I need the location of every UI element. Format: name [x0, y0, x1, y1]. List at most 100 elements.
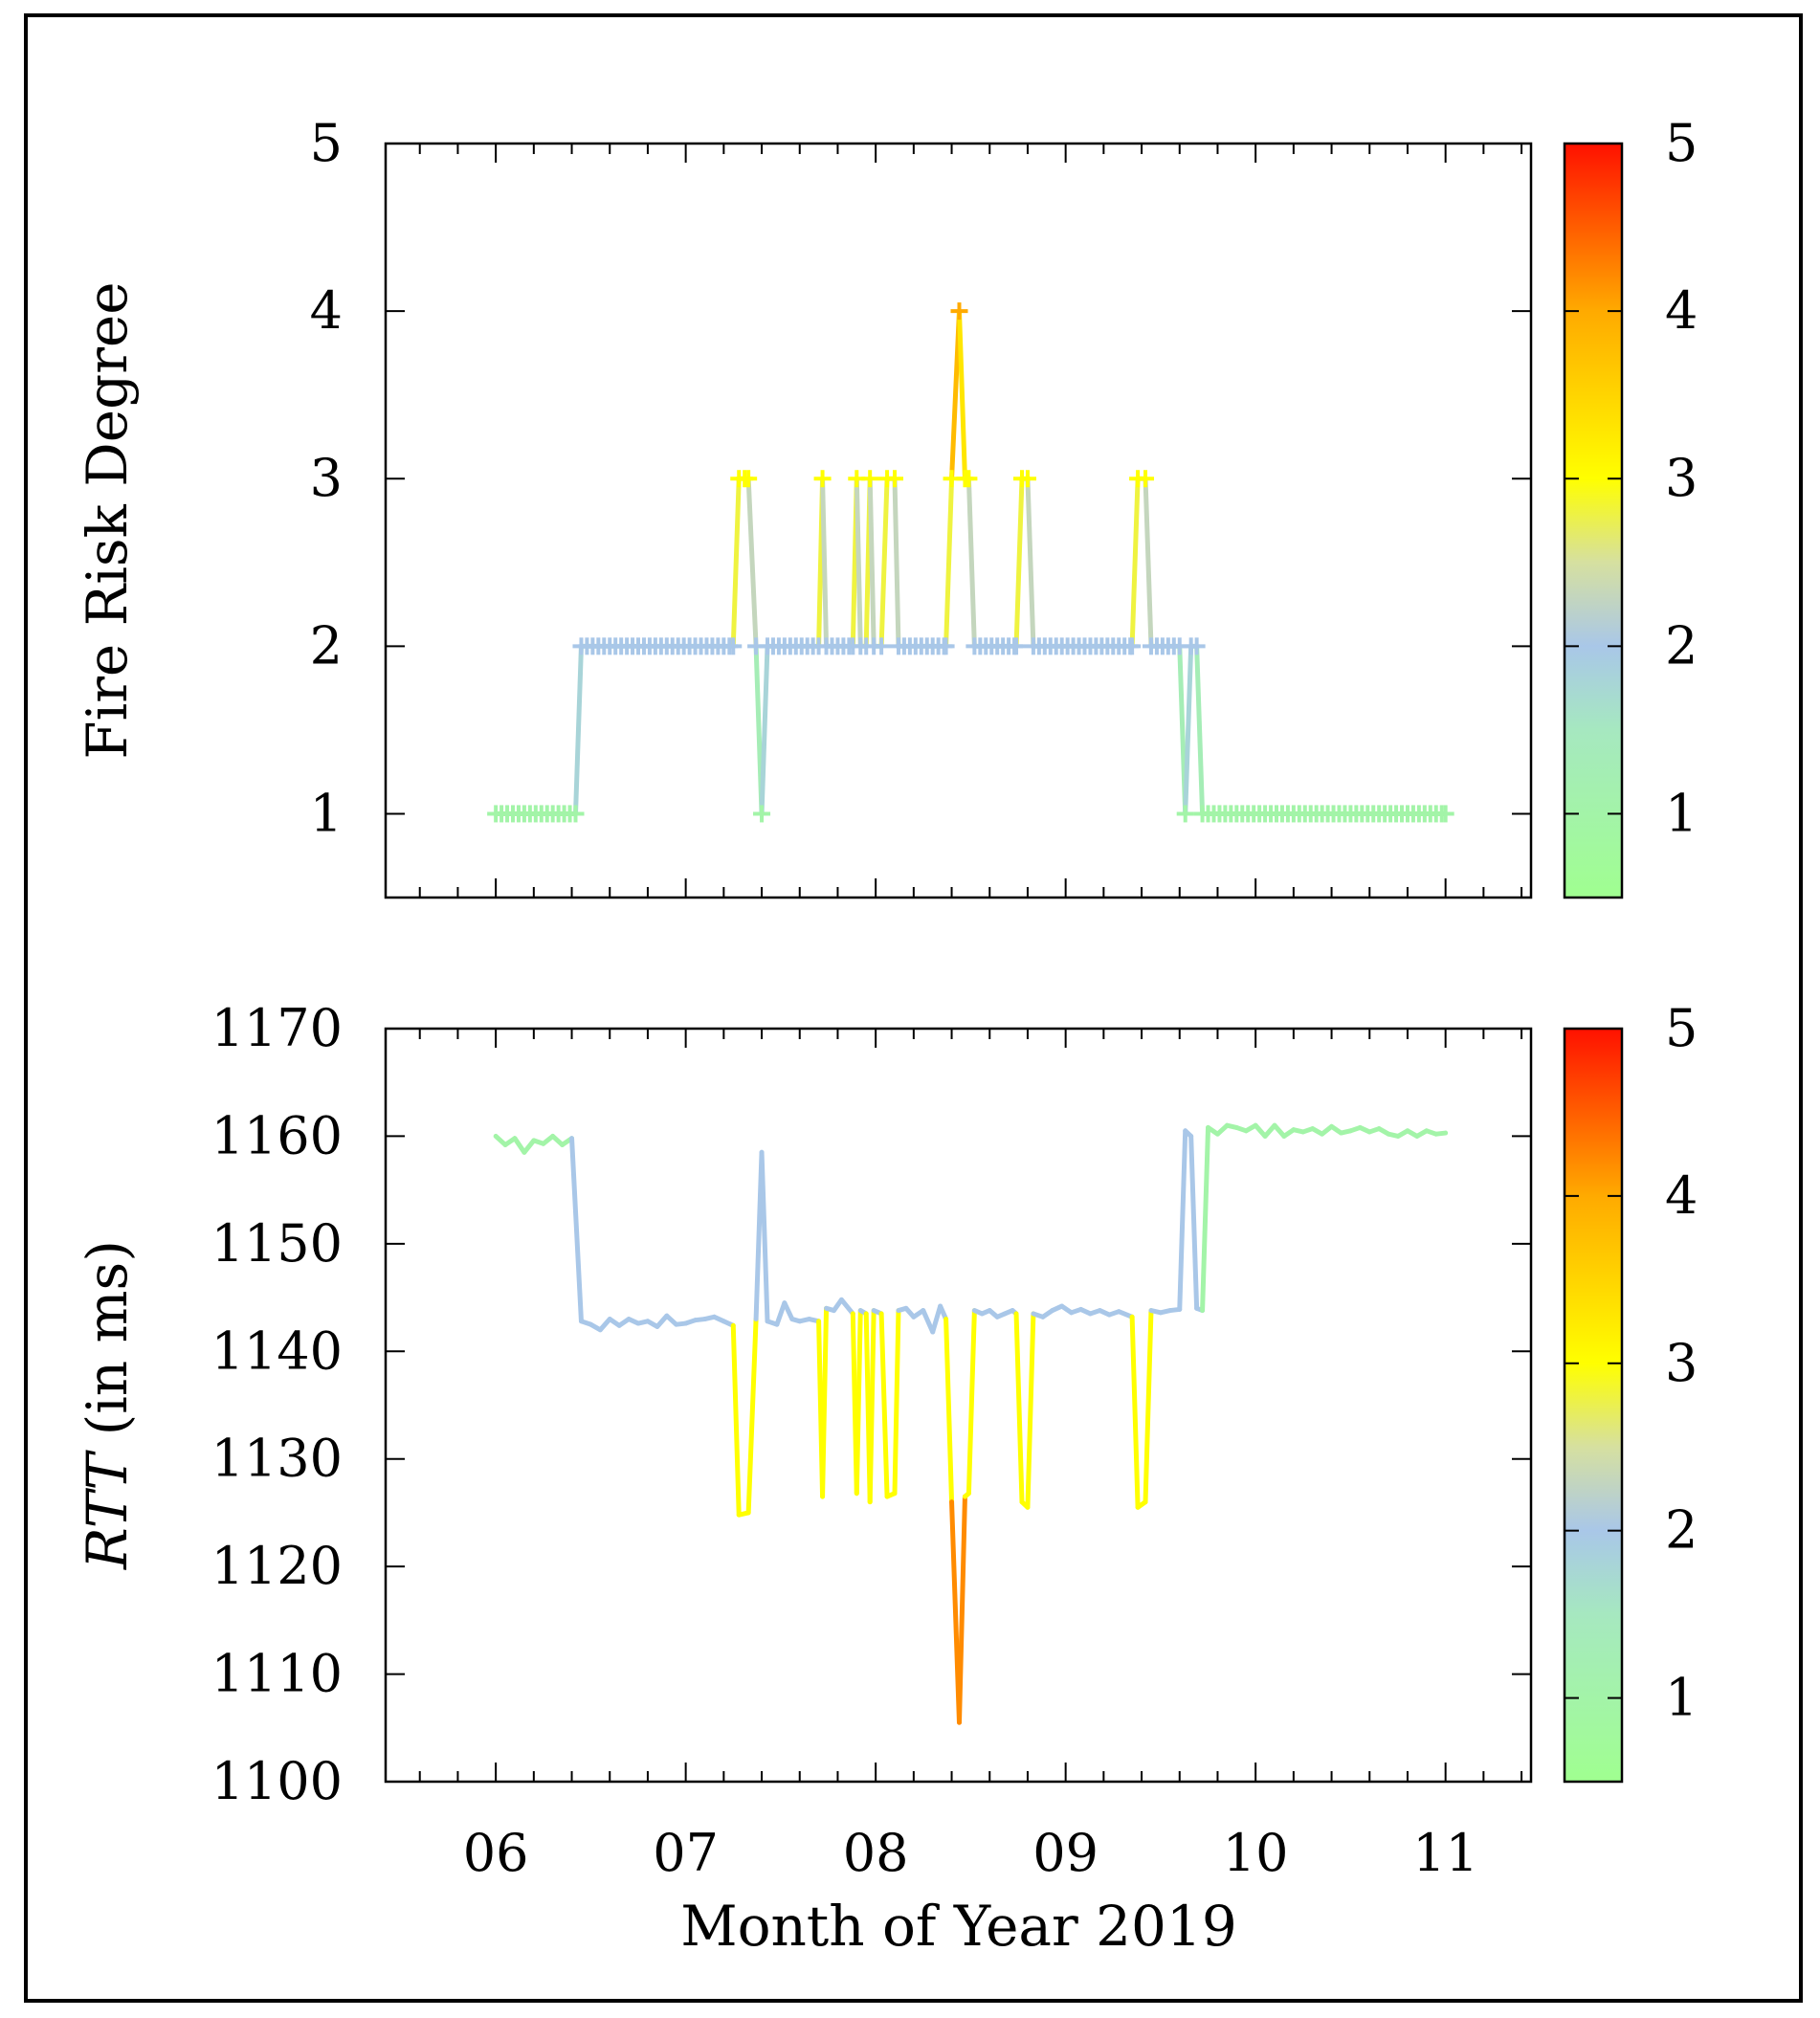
fire-risk-line-segment — [892, 476, 901, 649]
fire-risk-markers — [487, 302, 1454, 823]
rtt-line-segment — [1143, 1308, 1154, 1505]
fire-risk-y-tick-label: 5 — [310, 113, 343, 173]
rtt-y-tick-label: 1120 — [211, 1536, 343, 1596]
fire-risk-line-segment — [878, 476, 890, 649]
rtt-y-tick-label: 1170 — [211, 998, 343, 1058]
rtt-colorbar-tick-label: 2 — [1665, 1500, 1698, 1561]
rtt-y-tick-label: 1150 — [211, 1213, 343, 1274]
rtt-y-tick-label: 1100 — [211, 1751, 343, 1811]
x-tick-label: 07 — [653, 1823, 719, 1883]
rtt-line-segment — [921, 1308, 936, 1335]
rtt-panel: 1100 1110 1120 1130 1140 1150 1160 1170 RTT (in… — [75, 998, 1698, 1811]
figure-frame — [24, 13, 1803, 2003]
rtt-line-segment — [782, 1300, 795, 1322]
rtt-ticks: 1100 1110 1120 1130 1140 1150 1160 1170 — [211, 998, 1531, 1811]
rtt-colorbar-tick-label: 3 — [1665, 1333, 1698, 1393]
fire-risk-line-segment — [573, 643, 584, 816]
fire-risk-point — [1187, 637, 1206, 655]
x-axis-tick-labels: 06 07 08 09 10 11 — [463, 1823, 1478, 1883]
fire-risk-line-segment — [759, 643, 770, 816]
rtt-line-segment — [569, 1136, 584, 1324]
rtt-colorbar: 1 2 3 4 5 — [1563, 998, 1698, 1784]
rtt-line-segment — [1129, 1314, 1141, 1510]
rtt-y-axis-title-rest: (in ms) — [75, 1240, 140, 1435]
fire-risk-point — [886, 470, 903, 488]
rtt-line-segment — [854, 1308, 863, 1497]
fire-risk-colorbar: 1 2 3 4 5 — [1563, 113, 1698, 899]
fire-risk-point — [960, 470, 978, 488]
fire-risk-colorbar-gradient — [1563, 142, 1624, 899]
rtt-line-segment — [1177, 1128, 1188, 1312]
fire-risk-line-segment — [1025, 476, 1036, 649]
fire-risk-line-segment — [965, 476, 977, 649]
rtt-line-segment — [943, 1317, 955, 1505]
fire-risk-point — [740, 470, 758, 488]
rtt-line-segment — [1188, 1133, 1200, 1311]
fire-risk-line-segment — [1183, 643, 1194, 816]
fire-risk-colorbar-tick-label: 5 — [1665, 113, 1698, 173]
rtt-line-segment — [759, 1149, 770, 1324]
rtt-line-segment — [522, 1138, 537, 1155]
fire-risk-line-segment — [730, 476, 742, 649]
fire-risk-point — [1176, 805, 1194, 823]
rtt-colorbar-ticks: 1 2 3 4 5 — [1565, 998, 1698, 1728]
fire-risk-colorbar-tick-label: 1 — [1665, 783, 1698, 843]
fire-risk-point — [1018, 470, 1036, 488]
rtt-y-tick-label: 1130 — [211, 1429, 343, 1489]
fire-risk-colorbar-ticks: 1 2 3 4 5 — [1565, 113, 1698, 843]
rtt-line-segment — [956, 1494, 967, 1725]
fire-risk-line-segment — [745, 476, 759, 649]
rtt-y-axis-title: RTT (in ms) — [75, 1240, 140, 1570]
fire-risk-series — [493, 308, 1449, 816]
fire-risk-ticks: 1 2 3 4 5 — [310, 113, 1531, 898]
fire-risk-point — [873, 637, 891, 655]
rtt-line-segment — [730, 1322, 742, 1518]
fire-risk-point — [1008, 637, 1026, 655]
fire-risk-point — [566, 805, 585, 823]
rtt-line-segment — [745, 1317, 759, 1516]
rtt-y-tick-label: 1140 — [211, 1320, 343, 1381]
fire-risk-line-segment — [1129, 476, 1141, 649]
fire-risk-point — [1137, 470, 1155, 488]
fire-risk-line-segment — [867, 476, 877, 649]
rtt-line-segment — [878, 1311, 890, 1499]
rtt-line-segment — [867, 1308, 877, 1505]
fire-risk-point — [724, 637, 743, 655]
fire-risk-point — [937, 637, 955, 655]
fire-risk-point — [861, 470, 879, 488]
fire-risk-colorbar-tick-label: 3 — [1665, 448, 1698, 508]
fire-risk-colorbar-tick-label: 4 — [1665, 280, 1698, 341]
x-tick-label: 11 — [1412, 1823, 1478, 1883]
fire-risk-y-tick-label: 1 — [310, 783, 343, 843]
fire-risk-panel: 1 2 3 4 5 Fire Risk Degree 1 2 3 4 5 — [75, 113, 1698, 899]
rtt-line-segment — [1013, 1311, 1025, 1505]
fire-risk-plot-frame — [384, 142, 1533, 899]
fire-risk-colorbar-tick-label: 2 — [1665, 615, 1698, 676]
rtt-line-segment — [965, 1308, 977, 1497]
fire-risk-line-segment — [1143, 476, 1154, 649]
rtt-y-axis-title-italic: RTT — [75, 1450, 140, 1570]
rtt-series — [493, 1122, 1449, 1725]
fire-risk-line-segment — [1013, 476, 1025, 649]
rtt-line-segment — [512, 1136, 527, 1155]
fire-risk-point — [1123, 637, 1142, 655]
rtt-colorbar-tick-label: 1 — [1665, 1668, 1698, 1728]
x-tick-label: 08 — [843, 1823, 909, 1883]
fire-risk-line-segment — [820, 476, 830, 649]
rtt-line-segment — [1433, 1130, 1449, 1137]
rtt-line-segment — [774, 1300, 788, 1327]
rtt-y-tick-label: 1160 — [211, 1105, 343, 1165]
rtt-line-segment — [930, 1303, 943, 1335]
fire-risk-point — [950, 302, 968, 321]
fire-risk-y-tick-label: 3 — [310, 448, 343, 508]
x-tick-label: 09 — [1032, 1823, 1099, 1883]
fire-risk-y-tick-label: 2 — [310, 615, 343, 676]
rtt-plot-frame — [384, 1027, 1533, 1784]
fire-risk-line-segment — [1194, 643, 1206, 816]
fire-risk-y-axis-title: Fire Risk Degree — [75, 281, 140, 759]
fire-risk-line-segment — [956, 308, 967, 481]
x-tick-label: 06 — [463, 1823, 529, 1883]
fire-risk-point — [1436, 805, 1454, 823]
fire-risk-point — [753, 805, 771, 823]
